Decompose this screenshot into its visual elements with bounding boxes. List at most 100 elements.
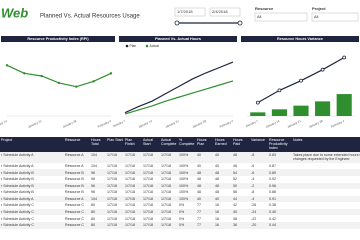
table-cell: 50	[233, 183, 237, 188]
x-tick-label: January 14	[265, 119, 280, 129]
table-cell: Resource C	[65, 216, 84, 221]
point	[109, 72, 113, 75]
bar	[315, 101, 331, 116]
table-cell: 0.40	[269, 210, 276, 215]
table-cell: 36	[233, 223, 237, 228]
table-row: r Schedule Activity A Resource A 104 1/7/18…	[0, 195, 360, 203]
table-cell: 46	[233, 163, 237, 168]
table-cell: 38	[233, 216, 237, 221]
table-cell: 80	[91, 223, 95, 228]
table-cell: 40	[215, 163, 219, 168]
table-cell: 1/7/18	[125, 183, 135, 188]
point	[5, 64, 9, 67]
table-cell: 16	[215, 210, 219, 215]
slider-handle[interactable]	[174, 20, 180, 26]
table-cell: 1/7/18	[107, 196, 117, 201]
table-area: Project Resource Hours Total Plan Start Plan…	[0, 137, 360, 240]
table-cell	[292, 202, 360, 209]
table-cell: 1/7/18	[125, 210, 135, 215]
table-cell: 16	[215, 203, 219, 208]
table-cell: 1/7/18	[107, 163, 117, 168]
table-cell: 1/7/18	[107, 190, 117, 195]
table-cell: 80	[91, 210, 95, 215]
table-cell: 1/7/18	[161, 183, 171, 188]
table-cell: 1/7/18	[143, 170, 153, 175]
table-cell: 100%	[179, 163, 189, 168]
table-cell: Resource A	[65, 163, 84, 168]
table-cell: 0.92	[269, 177, 276, 182]
column-header: Resource	[64, 137, 90, 152]
table-cell: 0.83	[269, 153, 276, 158]
table-cell: 42	[233, 203, 237, 208]
resource-dropdown[interactable]	[254, 12, 308, 22]
table-cell: 48	[197, 190, 201, 195]
table-cell: 80	[91, 216, 95, 221]
table-cell: 96	[91, 170, 95, 175]
point	[57, 81, 61, 85]
table-cell: -22	[251, 216, 257, 221]
x-tick-label: January 14	[138, 119, 153, 129]
table-cell: 40	[197, 163, 201, 168]
resource-label: Resource	[255, 6, 274, 11]
table-cell: 56	[233, 190, 237, 195]
bar	[293, 105, 309, 116]
table-cell: Resource C	[65, 210, 84, 215]
x-tick-label: February 4	[330, 119, 345, 129]
table-cell: -4	[251, 177, 255, 182]
table-cell: 1/7/18	[107, 216, 117, 221]
table-cell: 1/7/18	[143, 210, 153, 215]
table-cell: 1/7/18	[125, 216, 135, 221]
table-row: r Schedule Activity B Resource B 96 1/7/18 1…	[0, 189, 360, 196]
table-cell: 77	[197, 223, 201, 228]
x-tick-label: January 21	[287, 119, 302, 129]
table-cell: 48	[215, 190, 219, 195]
table-cell: 0.87	[269, 163, 276, 168]
table-cell: 1/7/18	[125, 170, 135, 175]
table-cell: 80	[91, 203, 95, 208]
x-tick-label: January 21	[165, 119, 180, 129]
project-dropdown[interactable]	[311, 12, 359, 22]
project-value: All	[314, 14, 319, 19]
table-cell: 0.38	[269, 203, 276, 208]
point	[299, 78, 303, 83]
table-cell: 1/7/18	[107, 203, 117, 208]
table-cell: 0.96	[269, 183, 276, 188]
table-row: r Schedule Activity A Resource A 104 1/7/18…	[0, 163, 360, 170]
x-tick-label: January 14	[0, 119, 8, 129]
chart-title: Resource Hours Variance	[277, 37, 323, 41]
table-cell: 40	[215, 196, 219, 201]
table-cell: -24	[251, 210, 257, 215]
date-to-box[interactable]	[209, 7, 241, 17]
table-cell: 1/7/18	[107, 183, 117, 188]
slider-handle[interactable]	[237, 20, 243, 26]
resource-value: All	[257, 14, 262, 19]
x-tick-label: January 7	[245, 119, 259, 128]
table-cell	[292, 209, 360, 216]
table-cell: 1/7/18	[161, 223, 171, 228]
table-cell: 40	[215, 153, 219, 158]
table-cell: 1/7/18	[161, 170, 171, 175]
table-cell: 48	[233, 153, 237, 158]
table-cell: 48	[215, 183, 219, 188]
chart-header	[241, 36, 359, 42]
table-cell: 48	[215, 177, 219, 182]
table-cell: 40	[197, 153, 201, 158]
date-from-box[interactable]	[174, 7, 206, 17]
table-cell: r Schedule Activity B	[1, 190, 34, 195]
table-cell: 100%	[179, 153, 189, 158]
column-header: Variance	[250, 137, 268, 152]
table-cell: 100%	[179, 170, 189, 175]
legend-label: Actual	[150, 44, 160, 48]
table-cell: 48	[197, 183, 201, 188]
table-cell: -8	[251, 190, 255, 195]
table-row: r Schedule Activity C Resource C 80 1/7/18 1…	[0, 208, 360, 216]
logo: Web	[1, 5, 28, 20]
table-cell: r Schedule Activity C	[1, 223, 34, 228]
table-row: r Schedule Activity B Resource B 96 1/7/18 1…	[0, 176, 360, 183]
bar	[250, 112, 266, 116]
table-cell	[292, 196, 360, 203]
x-tick-label: January 28	[192, 119, 207, 129]
table-cell: 1/7/18	[161, 203, 171, 208]
chart-header	[119, 36, 237, 42]
